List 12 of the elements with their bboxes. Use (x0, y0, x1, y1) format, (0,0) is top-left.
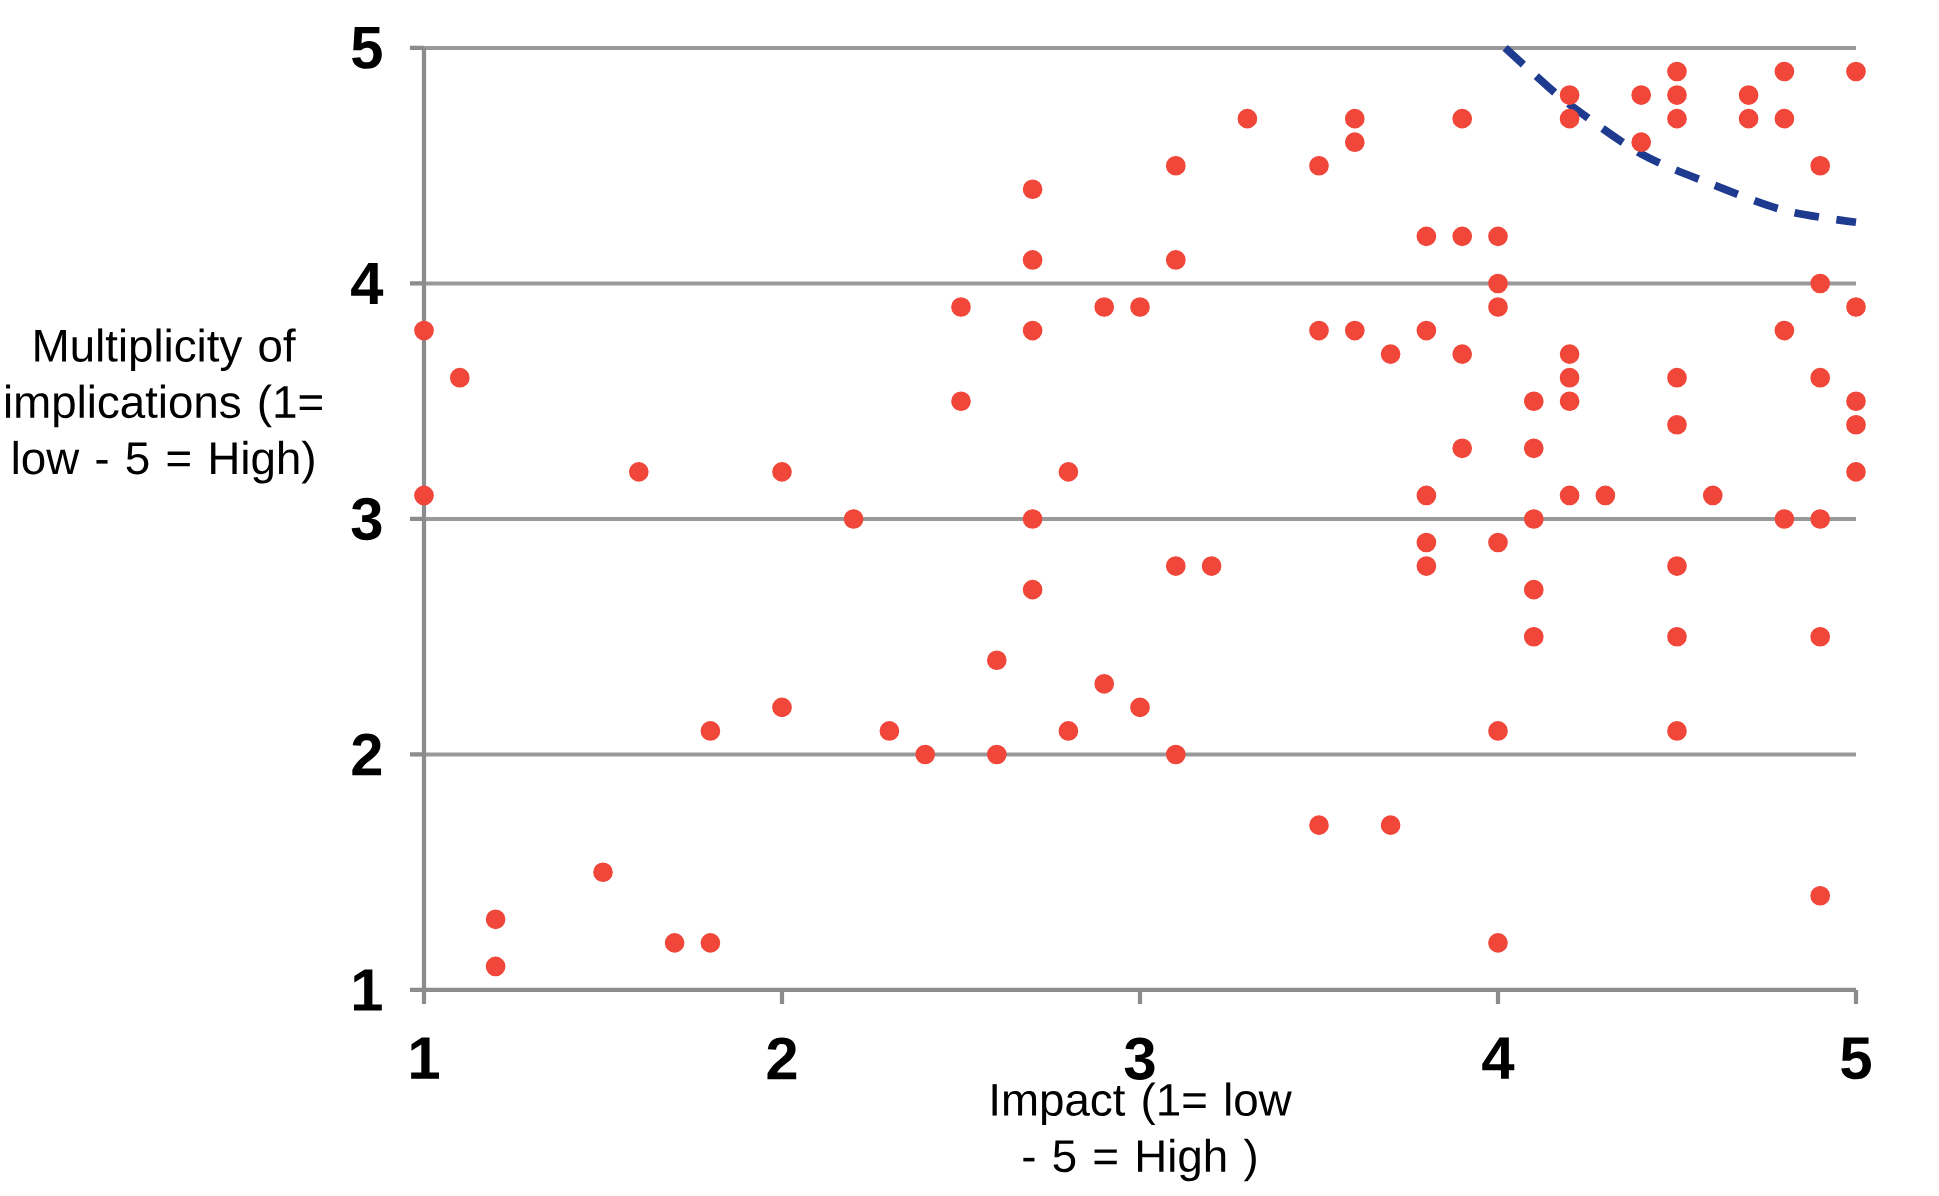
y-tick-label: 2 (352, 733, 382, 776)
y-tick-label: 3 (351, 497, 382, 541)
y-tick-label: 5 (352, 27, 382, 69)
x-tick-label: 4 (1482, 1037, 1515, 1079)
x-axis-title: Impact (1= low - 5 = High ) (992, 1082, 1292, 1182)
x-tick-label: 5 (1841, 1037, 1871, 1080)
x-tick-label: 1 (411, 1037, 439, 1079)
y-tick-label: 4 (351, 262, 384, 305)
x-tick-label: 2 (767, 1037, 797, 1080)
x-tick-label: 3 (1124, 1037, 1155, 1080)
y-tick-label: 1 (353, 969, 382, 1011)
y-axis-title: Multiplicity of implications (1= low - 5 = High) (6, 328, 322, 484)
